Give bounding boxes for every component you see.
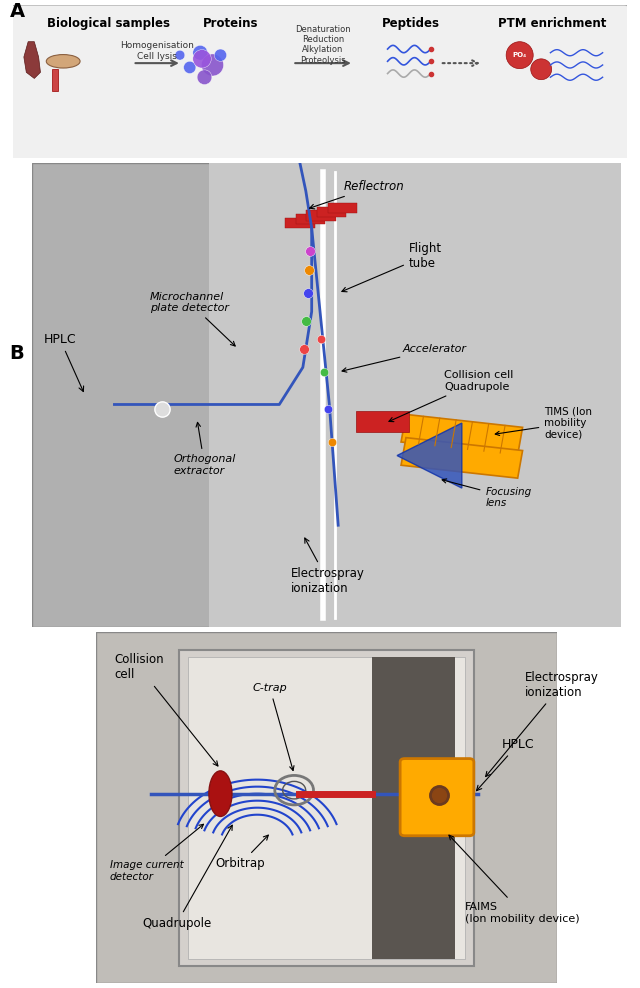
Text: Microchannel
plate detector: Microchannel plate detector: [150, 291, 235, 346]
Text: Proteins: Proteins: [204, 17, 259, 31]
Bar: [188, 657, 465, 958]
Bar: [51, 69, 58, 91]
Text: HPLC: HPLC: [44, 333, 84, 391]
Ellipse shape: [209, 771, 232, 816]
Circle shape: [175, 50, 185, 60]
Text: Collision
cell: Collision cell: [115, 653, 218, 766]
Circle shape: [197, 70, 212, 85]
Text: Collision cell
Quadrupole: Collision cell Quadrupole: [389, 370, 513, 422]
Circle shape: [193, 45, 207, 60]
Text: C-trap: C-trap: [253, 684, 294, 771]
Text: Electrospray
ionization: Electrospray ionization: [486, 671, 598, 777]
Text: Peptides: Peptides: [381, 17, 440, 31]
Text: Homogenisation
Cell lysis: Homogenisation Cell lysis: [120, 41, 194, 60]
Bar: [307, 210, 336, 220]
Text: Focusing
lens: Focusing lens: [442, 479, 532, 508]
Text: Reflectron: Reflectron: [310, 180, 405, 208]
Text: Quadrupole: Quadrupole: [142, 825, 232, 930]
Bar: [356, 411, 409, 433]
Circle shape: [202, 54, 223, 76]
Bar: [209, 163, 621, 627]
Circle shape: [531, 59, 552, 80]
Text: Accelerator: Accelerator: [342, 344, 467, 372]
Circle shape: [184, 61, 196, 73]
Text: HPLC: HPLC: [477, 738, 534, 790]
Bar: [179, 650, 474, 965]
Polygon shape: [401, 438, 523, 478]
Bar: [296, 214, 325, 224]
Text: TIMS (Ion
mobility
device): TIMS (Ion mobility device): [495, 406, 592, 440]
Text: Denaturation
Reduction
Alkylation
Proteolysis: Denaturation Reduction Alkylation Proteo…: [295, 25, 351, 65]
Polygon shape: [24, 41, 40, 78]
Text: B: B: [10, 344, 24, 363]
Ellipse shape: [46, 54, 80, 68]
Polygon shape: [401, 414, 523, 454]
Bar: [317, 206, 346, 217]
Bar: [328, 203, 357, 213]
FancyBboxPatch shape: [400, 759, 474, 836]
Text: PO₄: PO₄: [513, 52, 527, 58]
Polygon shape: [397, 423, 462, 488]
Text: Orbitrap: Orbitrap: [216, 835, 268, 870]
Text: Orthogonal
extractor: Orthogonal extractor: [173, 423, 236, 475]
Text: Electrospray
ionization: Electrospray ionization: [291, 538, 365, 595]
Circle shape: [193, 49, 211, 68]
Text: Biological samples: Biological samples: [47, 17, 170, 31]
Text: Image current
detector: Image current detector: [110, 824, 204, 881]
Text: Flight
tube: Flight tube: [342, 242, 442, 291]
Text: PTM enrichment: PTM enrichment: [498, 17, 607, 31]
Bar: [285, 217, 315, 228]
Bar: [372, 657, 456, 958]
Circle shape: [214, 49, 227, 61]
Circle shape: [506, 41, 533, 68]
FancyBboxPatch shape: [10, 5, 630, 161]
Text: A: A: [10, 2, 25, 21]
Text: FAIMS
(Ion mobility device): FAIMS (Ion mobility device): [449, 835, 579, 924]
